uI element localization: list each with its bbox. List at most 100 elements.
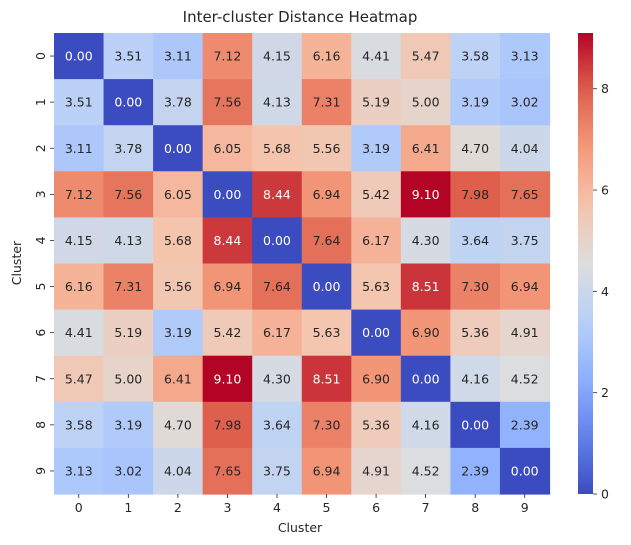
cell-3-2 [153, 171, 204, 218]
cell-3-1 [103, 171, 154, 218]
cell-label-0-9: 3.13 [511, 49, 539, 64]
cell-0-1 [103, 33, 154, 80]
cell-label-6-4: 6.17 [263, 325, 291, 340]
cell-label-0-5: 6.16 [313, 49, 341, 64]
cell-5-8 [450, 263, 501, 311]
x-tick-label-6: 6 [372, 500, 380, 515]
cell-label-6-1: 5.19 [114, 325, 142, 340]
cell-5-0 [54, 263, 105, 311]
cell-6-4 [252, 309, 303, 357]
cell-0-6 [351, 33, 402, 80]
cell-2-4 [252, 125, 303, 172]
cell-6-0 [54, 309, 105, 357]
cell-7-9 [499, 355, 551, 403]
cell-label-3-0: 7.12 [65, 187, 93, 202]
y-tick-label-9: 9 [33, 467, 48, 475]
cell-label-8-3: 7.98 [214, 417, 242, 432]
x-tick-label-7: 7 [422, 500, 430, 515]
cell-label-5-1: 7.31 [114, 279, 142, 294]
colorbar-ticks: 0 2 4 6 8 [593, 81, 609, 502]
cell-label-6-2: 3.19 [164, 325, 192, 340]
cell-9-8 [450, 447, 501, 495]
cell-7-0 [54, 355, 105, 403]
cell-label-1-3: 7.56 [214, 95, 242, 110]
cell-8-5 [301, 401, 352, 449]
cell-4-8 [450, 217, 501, 265]
x-tick-label-2: 2 [174, 500, 182, 515]
cell-label-4-5: 7.64 [313, 233, 341, 248]
cell-3-8 [450, 171, 501, 218]
cell-2-6 [351, 125, 402, 172]
cell-label-2-5: 5.56 [313, 141, 341, 156]
colorbar-tick-label-2: 4 [601, 284, 609, 299]
cell-9-3 [202, 447, 253, 495]
cell-8-6 [351, 401, 402, 449]
cell-label-1-0: 3.51 [65, 95, 93, 110]
cell-3-3 [202, 171, 253, 218]
cell-4-1 [103, 217, 154, 265]
cell-8-7 [400, 401, 451, 449]
cell-label-2-3: 6.05 [214, 141, 242, 156]
cell-label-5-7: 8.51 [412, 279, 440, 294]
colorbar [578, 33, 593, 494]
cell-7-6 [351, 355, 402, 403]
cell-label-9-7: 4.52 [412, 463, 440, 478]
cell-label-5-3: 6.94 [214, 279, 242, 294]
cell-1-0 [54, 79, 105, 126]
cell-label-7-0: 5.47 [65, 371, 93, 386]
cell-label-9-0: 3.13 [65, 463, 93, 478]
cell-label-4-2: 5.68 [164, 233, 192, 248]
cell-label-6-8: 5.36 [461, 325, 489, 340]
colorbar-tick-label-1: 2 [601, 385, 609, 400]
cell-5-4 [252, 263, 303, 311]
cell-9-1 [103, 447, 154, 495]
cell-label-2-4: 5.68 [263, 141, 291, 156]
cell-1-7 [400, 79, 451, 126]
cell-2-8 [450, 125, 501, 172]
colorbar-tick-label-4: 8 [601, 81, 609, 96]
cell-0-3 [202, 33, 253, 80]
cell-label-9-9: 0.00 [511, 463, 539, 478]
x-tick-label-0: 0 [75, 500, 83, 515]
cell-label-2-7: 6.41 [412, 141, 440, 156]
cell-label-4-0: 4.15 [65, 233, 93, 248]
cell-2-9 [499, 125, 551, 172]
cell-label-8-7: 4.16 [412, 417, 440, 432]
cell-label-3-8: 7.98 [461, 187, 489, 202]
cell-label-0-6: 4.41 [362, 49, 390, 64]
cell-3-6 [351, 171, 402, 218]
cell-label-7-8: 4.16 [461, 371, 489, 386]
cell-6-7 [400, 309, 451, 357]
cell-5-9 [499, 263, 551, 311]
cell-9-5 [301, 447, 352, 495]
cell-label-7-5: 8.51 [313, 371, 341, 386]
cell-label-4-6: 6.17 [362, 233, 390, 248]
cell-4-3 [202, 217, 253, 265]
cell-3-0 [54, 171, 105, 218]
cell-4-9 [499, 217, 551, 265]
cell-label-0-0: 0.00 [65, 49, 93, 64]
cell-4-0 [54, 217, 105, 265]
cell-label-7-6: 6.90 [362, 371, 390, 386]
cell-9-9 [499, 447, 551, 495]
cell-label-2-8: 4.70 [461, 141, 489, 156]
cell-6-8 [450, 309, 501, 357]
cell-label-7-1: 5.00 [114, 371, 142, 386]
cell-8-3 [202, 401, 253, 449]
cell-label-7-7: 0.00 [412, 371, 440, 386]
x-axis-ticks: 0 1 2 3 4 5 6 7 8 9 [75, 494, 529, 515]
cell-0-5 [301, 33, 352, 80]
cell-label-8-9: 2.39 [511, 417, 539, 432]
cell-label-4-9: 3.75 [511, 233, 539, 248]
cell-8-8 [450, 401, 501, 449]
cell-1-2 [153, 79, 204, 126]
cell-8-2 [153, 401, 204, 449]
cell-2-3 [202, 125, 253, 172]
cell-label-3-4: 8.44 [263, 187, 291, 202]
cell-label-9-1: 3.02 [114, 463, 142, 478]
cell-label-3-1: 7.56 [114, 187, 142, 202]
cell-9-7 [400, 447, 451, 495]
y-axis-ticks: 0 1 2 3 4 5 6 7 8 9 [33, 52, 54, 475]
cell-label-1-2: 3.78 [164, 95, 192, 110]
cell-label-9-3: 7.65 [214, 463, 242, 478]
